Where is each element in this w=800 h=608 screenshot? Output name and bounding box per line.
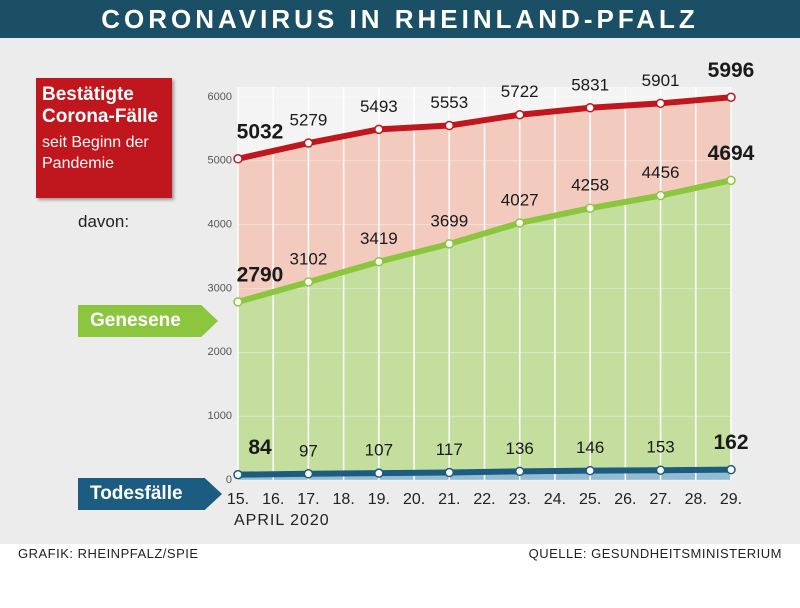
point [514,218,525,228]
x-tick-label: 21. [438,491,460,508]
data-label: 5032 [237,120,284,143]
credit: GRAFIK: RHEINPFALZ/SPIE [18,546,199,561]
data-label: 5279 [290,111,328,130]
data-label: 136 [506,439,534,458]
point [655,465,666,475]
legend-entry: Genesene [78,305,218,337]
point [233,154,243,164]
x-tick-label: 17. [297,491,319,508]
data-label: 4694 [708,142,755,165]
y-tick-label: 4000 [208,219,232,231]
data-label: 5901 [642,71,680,90]
data-label: 153 [646,438,674,457]
data-label: 5996 [708,59,755,82]
line [235,177,734,305]
x-tick-label: 24. [544,491,566,508]
source: QUELLE: GESUNDHEITSMINISTERIUM [528,546,782,561]
line [235,94,734,162]
point [726,464,736,475]
data-label: 4456 [642,163,680,182]
point [374,468,384,478]
x-tick-label: 28. [685,491,707,508]
x-tick-label: 15. [227,491,249,508]
y-tick-label: 5000 [208,155,232,167]
data-label: 97 [299,441,318,460]
data-label: 84 [248,436,272,459]
y-tick-label: 6000 [208,91,232,103]
data-label: 107 [365,441,393,460]
point [514,109,525,120]
point [233,297,243,307]
data-label: 5553 [430,93,468,112]
legend-box: Bestätigte Corona-Fälle seit Beginn der … [36,78,172,198]
point [726,175,736,186]
data-label: 162 [713,431,748,454]
x-tick-label: 20. [403,491,425,508]
data-label: 146 [576,438,604,457]
data-label: 3699 [430,211,468,230]
y-tick-label: 1000 [208,410,232,422]
point [233,469,243,480]
point [585,465,595,476]
x-tick-label: 19. [368,491,390,508]
y-tick-label: 2000 [208,346,232,358]
data-label: 5493 [360,97,398,116]
data-label: 3419 [360,229,398,248]
point [303,138,314,148]
point [726,92,736,103]
point [655,190,666,201]
point [374,124,384,135]
point [514,466,525,477]
point [303,469,314,479]
line [235,466,734,478]
data-label: 3102 [290,249,328,268]
x-tick-label: 29. [720,491,742,508]
chart-title: CORONAVIRUS IN RHEINLAND-PFALZ [0,0,800,38]
point [585,203,595,213]
point [585,103,595,113]
y-tick-label: 0 [226,474,232,486]
legend-entry: Bestätigte Corona-Fälle [42,84,159,127]
point [374,257,384,267]
data-label: 117 [436,440,463,459]
annotation: davon: [78,212,130,231]
data-label: 4027 [501,190,539,209]
data-label: 2790 [237,263,284,286]
point [303,277,314,287]
data-label: 5831 [571,75,609,94]
x-tick-label: 27. [649,491,671,508]
x-tick-label: 22. [473,491,495,508]
x-tick-label: 18. [333,491,355,508]
data-label: 4258 [571,176,609,195]
x-tick-label: 25. [579,491,601,508]
x-axis-label: APRIL 2020 [234,512,330,529]
y-tick-label: 3000 [208,282,232,294]
point [444,467,455,478]
x-tick-label: 23. [509,491,531,508]
legend-entry: Todesfälle [78,478,222,510]
data-label: 5722 [501,82,539,101]
point [655,98,666,109]
point [444,239,455,249]
x-tick-label: 16. [262,491,284,508]
legend-note: seit Beginn der Pandemie [42,134,149,172]
x-tick-label: 26. [614,491,636,508]
point [444,120,455,131]
